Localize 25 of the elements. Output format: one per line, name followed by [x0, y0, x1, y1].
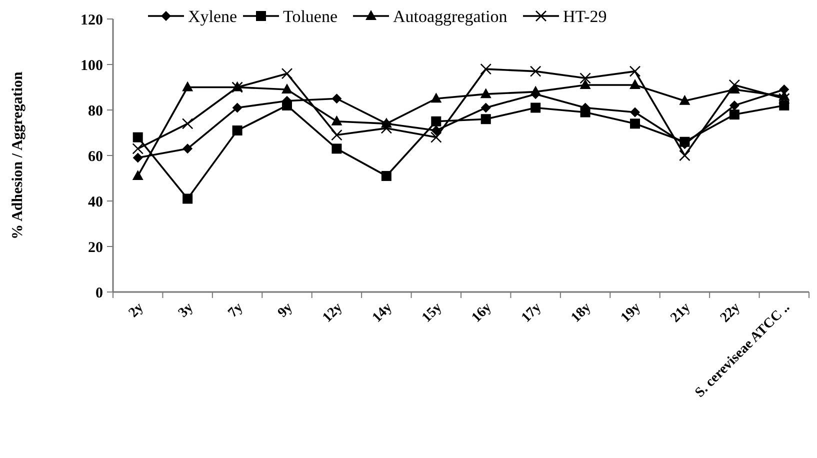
legend-label: Xylene — [188, 6, 238, 26]
x-tick-label: 12y — [320, 300, 346, 326]
x-tick-label: 14y — [370, 300, 396, 326]
x-tick-label: 7y — [226, 300, 246, 321]
legend-label: Toluene — [283, 6, 338, 26]
x-tick-label: 2y — [126, 300, 147, 321]
y-tick-label: 120 — [80, 12, 103, 28]
legend-label: HT-29 — [563, 6, 607, 26]
x-tick-label: 21y — [668, 300, 694, 326]
y-tick-label: 20 — [88, 240, 103, 256]
x-tick-label: 19y — [618, 300, 644, 326]
x-tick-label: 22y — [718, 300, 744, 326]
x-tick-label: 18y — [568, 300, 594, 326]
x-tick-label: 16y — [469, 300, 495, 326]
y-axis-title: % Adhesion / Aggregation — [10, 71, 26, 240]
x-tick-label: 15y — [420, 300, 445, 326]
y-tick-label: 60 — [88, 148, 103, 165]
x-tick-label: 3y — [176, 300, 196, 321]
y-tick-label: 80 — [88, 103, 103, 120]
y-tick-label: 100 — [80, 58, 103, 74]
y-tick-label: 0 — [96, 285, 103, 302]
y-tick-label: 40 — [88, 194, 103, 210]
legend-label: Autoaggregation — [393, 6, 508, 26]
x-tick-label: 17y — [518, 300, 544, 326]
x-tick-label: 9y — [275, 300, 296, 321]
